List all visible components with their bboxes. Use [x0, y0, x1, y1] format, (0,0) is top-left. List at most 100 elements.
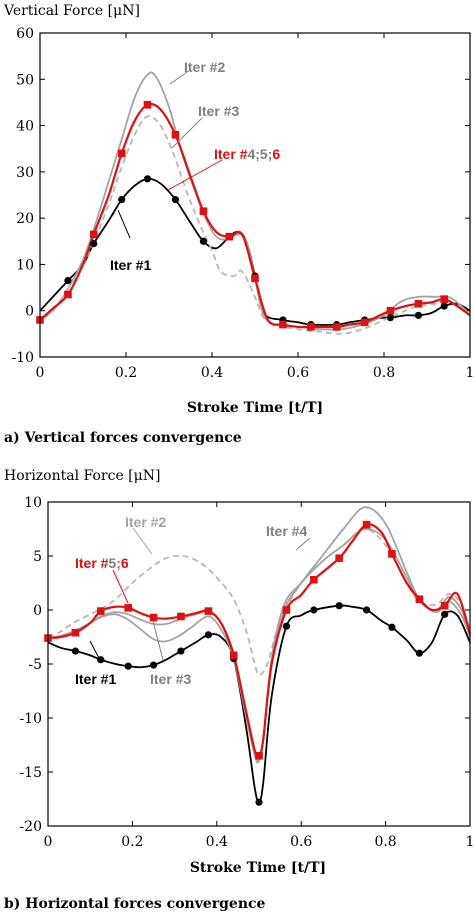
horizontal-marker-square: [415, 595, 424, 603]
horizontal-marker-circle: [124, 662, 132, 670]
horizontal-y-tick-label: -10: [19, 711, 42, 727]
annotation-leader-iter3-b: [152, 620, 164, 661]
annotation-iter456-prefix: Iter #: [214, 146, 248, 162]
horizontal-series-iter-3: [47, 506, 471, 764]
horizontal-series-iter-2: [47, 528, 471, 676]
horizontal-marker-square: [96, 607, 105, 615]
annotation-iter1: Iter #1: [110, 257, 151, 273]
horizontal-marker-square: [177, 612, 185, 621]
horizontal-marker-square: [149, 613, 158, 622]
annotation-iter3-b: Iter #3: [150, 671, 191, 687]
vertical-y-tick-label: 0: [25, 304, 34, 320]
chart-horizontal-forces: Horizontal Force [μN] 0 0.2 0.4 0.6 0.8 1 -20 -…: [4, 468, 474, 912]
horizontal-marker-square: [71, 628, 80, 637]
horizontal-marker-square: [388, 550, 396, 558]
horizontal-marker-square: [440, 601, 449, 610]
horizontal-x-tick-label: 0.2: [121, 834, 143, 850]
annotation-leader-iter456: [167, 159, 223, 191]
horizontal-y-tick-label: -5: [28, 657, 42, 673]
vertical-x-tick-label: 0.4: [201, 365, 223, 381]
vertical-marker-circle: [414, 311, 422, 319]
vertical-marker-square: [279, 320, 287, 329]
annotation-iter2-b: Iter #2: [125, 514, 166, 530]
vertical-marker-circle: [143, 175, 152, 183]
horizontal-chart-title: Horizontal Force [μN]: [4, 468, 160, 484]
vertical-y-tick-label: 60: [16, 26, 34, 42]
vertical-y-tick-label: 50: [16, 72, 34, 88]
horizontal-y-tick-label: 5: [33, 549, 42, 565]
vertical-x-tick-label: 1: [466, 365, 474, 381]
annotation-iter456-mid: 4;5;: [247, 146, 272, 162]
horizontal-y-tick-label: -15: [19, 765, 42, 781]
vertical-marker-square: [225, 232, 233, 241]
annotation-iter56-suffix: 6: [121, 555, 129, 571]
horizontal-marker-square: [229, 651, 238, 660]
vertical-marker-square: [332, 323, 341, 331]
chart-vertical-forces: Vertical Force [μN] 0 0.2 0.4 0.6 0.8 1-10010…: [3, 3, 474, 446]
vertical-y-tick-label: 30: [16, 165, 34, 181]
horizontal-marker-square: [282, 606, 291, 614]
annotation-iter56-b: Iter #5;6: [75, 555, 129, 571]
annotation-iter3: Iter #3: [198, 103, 239, 119]
vertical-marker-circle: [386, 314, 395, 322]
vertical-marker-square: [307, 323, 315, 331]
horizontal-x-tick-label: 0.6: [290, 834, 312, 850]
annotation-iter456-suffix: 6: [272, 146, 280, 162]
vertical-marker-circle: [171, 196, 180, 204]
horizontal-caption: b) Horizontal forces convergence: [4, 896, 266, 912]
horizontal-marker-circle: [363, 606, 371, 614]
horizontal-tick-labels: 0 0.2 0.4 0.6 0.8 1 -20 -15 -10 -5 0 5 10: [19, 495, 474, 850]
annotation-iter2: Iter #2: [184, 59, 225, 75]
vertical-y-tick-label: 20: [16, 211, 34, 227]
annotation-leader-iter4-b: [295, 537, 311, 551]
horizontal-marker-circle: [282, 622, 291, 630]
vertical-marker-square: [199, 207, 208, 215]
annotation-iter56-mid: 5;: [108, 555, 120, 571]
horizontal-y-tick-label: -20: [19, 819, 42, 835]
vertical-marker-square: [251, 274, 259, 283]
horizontal-y-tick-label: 0: [33, 603, 42, 619]
vertical-marker-square: [64, 290, 72, 299]
vertical-marker-square: [171, 131, 180, 139]
vertical-x-axis-label: Stroke Time [t/T]: [187, 400, 323, 416]
annotation-leader-iter1: [117, 209, 131, 239]
vertical-y-tick-label: 40: [16, 119, 34, 135]
vertical-series-iter-2: [39, 71, 471, 331]
vertical-plot-frame: [39, 32, 471, 358]
horizontal-marker-circle: [335, 602, 343, 610]
horizontal-axes: [47, 501, 471, 827]
annotation-leader-iter1-b: [89, 640, 101, 661]
annotation-leader-iter2-b: [132, 527, 153, 555]
vertical-marker-circle: [440, 302, 448, 310]
vertical-x-tick-label: 0: [36, 365, 45, 381]
horizontal-marker-square: [335, 554, 343, 562]
horizontal-series-iter-1: [47, 604, 471, 804]
horizontal-x-axis-label: Stroke Time [t/T]: [190, 860, 326, 876]
annotation-iter1-b: Iter #1: [75, 671, 116, 687]
vertical-marker-square: [360, 318, 369, 327]
vertical-marker-circle: [199, 237, 207, 245]
horizontal-marker-square: [204, 607, 213, 615]
annotation-leader-iter56-b: [112, 569, 129, 604]
vertical-y-tick-label: 10: [16, 257, 34, 273]
horizontal-marker-circle: [204, 631, 212, 639]
horizontal-marker-circle: [415, 649, 423, 657]
horizontal-marker-circle: [255, 798, 263, 806]
vertical-chart-title: Vertical Force [μN]: [3, 3, 140, 19]
horizontal-marker-square: [255, 752, 263, 760]
horizontal-series: [44, 506, 472, 806]
horizontal-marker-square: [310, 575, 318, 584]
horizontal-plot-frame: [47, 501, 471, 827]
vertical-marker-square: [117, 149, 126, 158]
horizontal-x-tick-label: 0: [44, 834, 53, 850]
vertical-x-tick-label: 0.8: [373, 365, 395, 381]
vertical-marker-circle: [64, 277, 72, 285]
vertical-marker-circle: [90, 240, 98, 248]
vertical-x-tick-label: 0.2: [115, 365, 137, 381]
vertical-series-iter-4-5-6: [39, 102, 471, 329]
annotation-leader-iter3: [171, 117, 203, 149]
vertical-annotations: Iter #2 Iter #3 Iter #4;5;6 Iter #1: [110, 59, 280, 273]
vertical-x-tick-label: 0.6: [287, 365, 309, 381]
annotation-iter456: Iter #4;5;6: [214, 146, 280, 162]
